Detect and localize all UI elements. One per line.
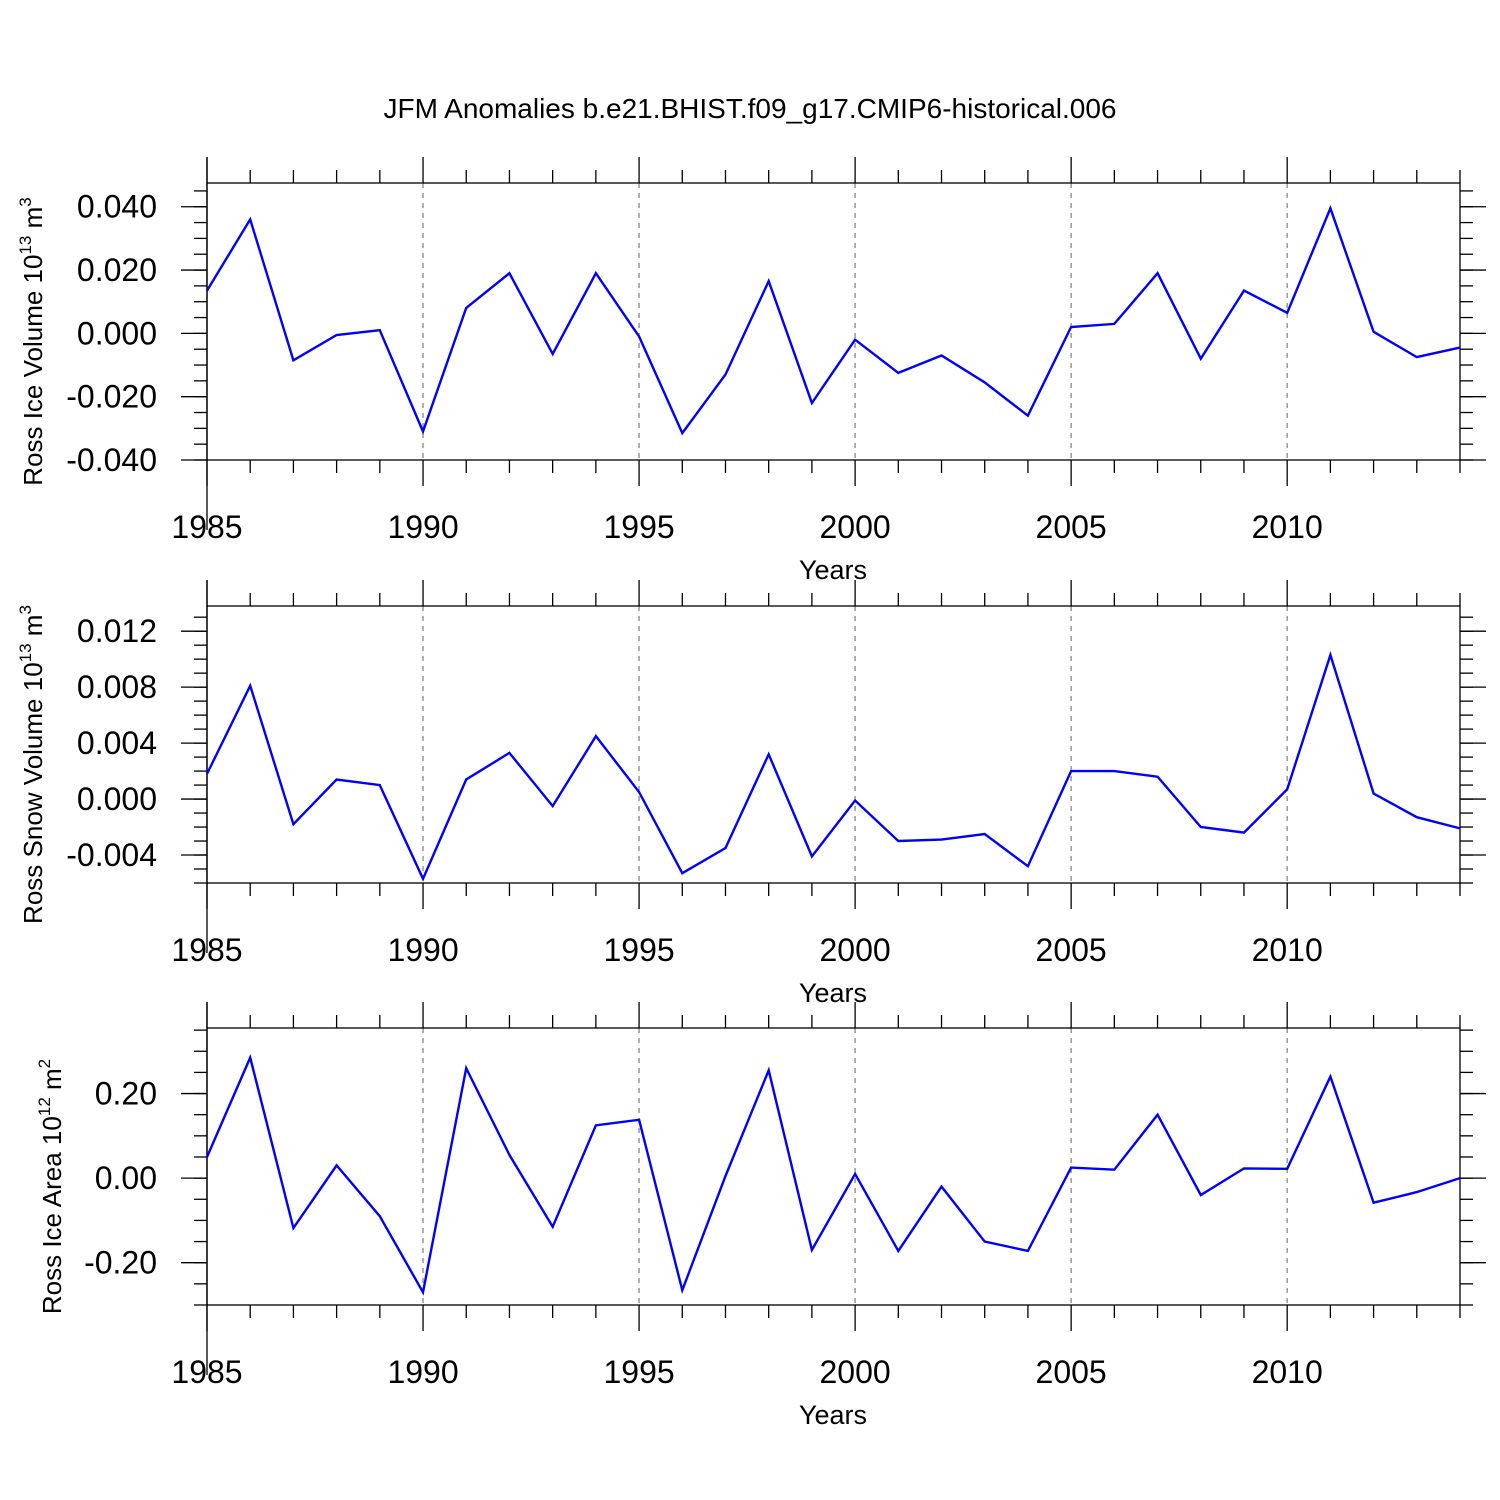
x-tick-label: 2010 (1252, 509, 1323, 545)
y-label-text: Ross Ice Area 10 (37, 1116, 67, 1314)
x-axis-label: Years (799, 978, 867, 1008)
y-label-exponent: 12 (35, 1097, 54, 1116)
y-label-unit: m (18, 615, 48, 644)
x-tick-label: 2005 (1036, 932, 1107, 968)
x-tick-label: 2000 (820, 1354, 891, 1390)
y-label-unit: m (18, 207, 48, 236)
x-tick-label: 2005 (1036, 1354, 1107, 1390)
x-axis-label: Years (799, 1400, 867, 1430)
panels: 1985 1990 1995 2000 2005 2010 Years -0.040 -0.02… (16, 157, 1486, 1430)
x-tick-label: 2005 (1036, 509, 1107, 545)
panel-1: 1985 1990 1995 2000 2005 2010 Years -0.040 -0.02… (16, 157, 1486, 585)
y-label-text: Ross Ice Volume 10 (18, 255, 48, 486)
y-tick-label: 0.040 (77, 189, 157, 225)
series-line (205, 204, 1461, 436)
y-label-unit-exponent: 3 (16, 197, 35, 206)
y-axis-label: Ross Ice Area 1012 m2 (35, 1059, 67, 1314)
x-tick-label: 1985 (171, 509, 242, 545)
y-label-text: Ross Snow Volume 10 (18, 662, 48, 924)
x-axis-label: Years (799, 555, 867, 585)
y-tick-label: 0.008 (77, 669, 157, 705)
y-axis-label: Ross Snow Volume 1013 m3 (16, 605, 48, 924)
x-tick-label: 1990 (387, 932, 458, 968)
series-line (205, 1053, 1461, 1296)
x-tick-label: 1985 (171, 932, 242, 968)
plot-frame (206, 605, 1461, 884)
y-tick-label: -0.020 (66, 379, 157, 415)
x-tick-label: 1995 (603, 509, 674, 545)
series-line (205, 651, 1461, 882)
plot-frame (206, 1027, 1461, 1306)
y-tick-label: 0.012 (77, 613, 157, 649)
y-tick-label: -0.040 (66, 442, 157, 478)
y-tick-label: 0.20 (95, 1076, 157, 1112)
x-tick-label: 2010 (1252, 1354, 1323, 1390)
y-tick-label: 0.020 (77, 252, 157, 288)
y-label-unit: m (37, 1068, 67, 1097)
x-tick-label: 1990 (387, 509, 458, 545)
y-tick-label: -0.004 (66, 837, 157, 873)
x-tick-label: 1990 (387, 1354, 458, 1390)
x-tick-label: 1995 (603, 932, 674, 968)
figure-title: JFM Anomalies b.e21.BHIST.f09_g17.CMIP6-… (383, 93, 1116, 124)
x-tick-label: 2000 (820, 932, 891, 968)
y-label-unit-exponent: 2 (35, 1059, 54, 1068)
y-tick-label: 0.000 (77, 315, 157, 351)
y-axis-label: Ross Ice Volume 1013 m3 (16, 197, 48, 486)
y-tick-label: 0.00 (95, 1160, 157, 1196)
x-tick-label: 1985 (171, 1354, 242, 1390)
y-tick-label: 0.000 (77, 781, 157, 817)
y-tick-label: 0.004 (77, 725, 157, 761)
y-label-exponent: 13 (16, 236, 35, 255)
x-tick-label: 2010 (1252, 932, 1323, 968)
y-tick-label: -0.20 (84, 1245, 157, 1281)
x-tick-label: 1995 (603, 1354, 674, 1390)
y-label-unit-exponent: 3 (16, 605, 35, 614)
plot-frame (206, 182, 1461, 461)
y-label-exponent: 13 (16, 643, 35, 662)
panel-3: 1985 1990 1995 2000 2005 2010 Years -0.20 0.00 0.… (35, 1002, 1486, 1430)
x-tick-label: 2000 (820, 509, 891, 545)
panel-2: 1985 1990 1995 2000 2005 2010 Years -0.004 0.000… (16, 580, 1486, 1008)
